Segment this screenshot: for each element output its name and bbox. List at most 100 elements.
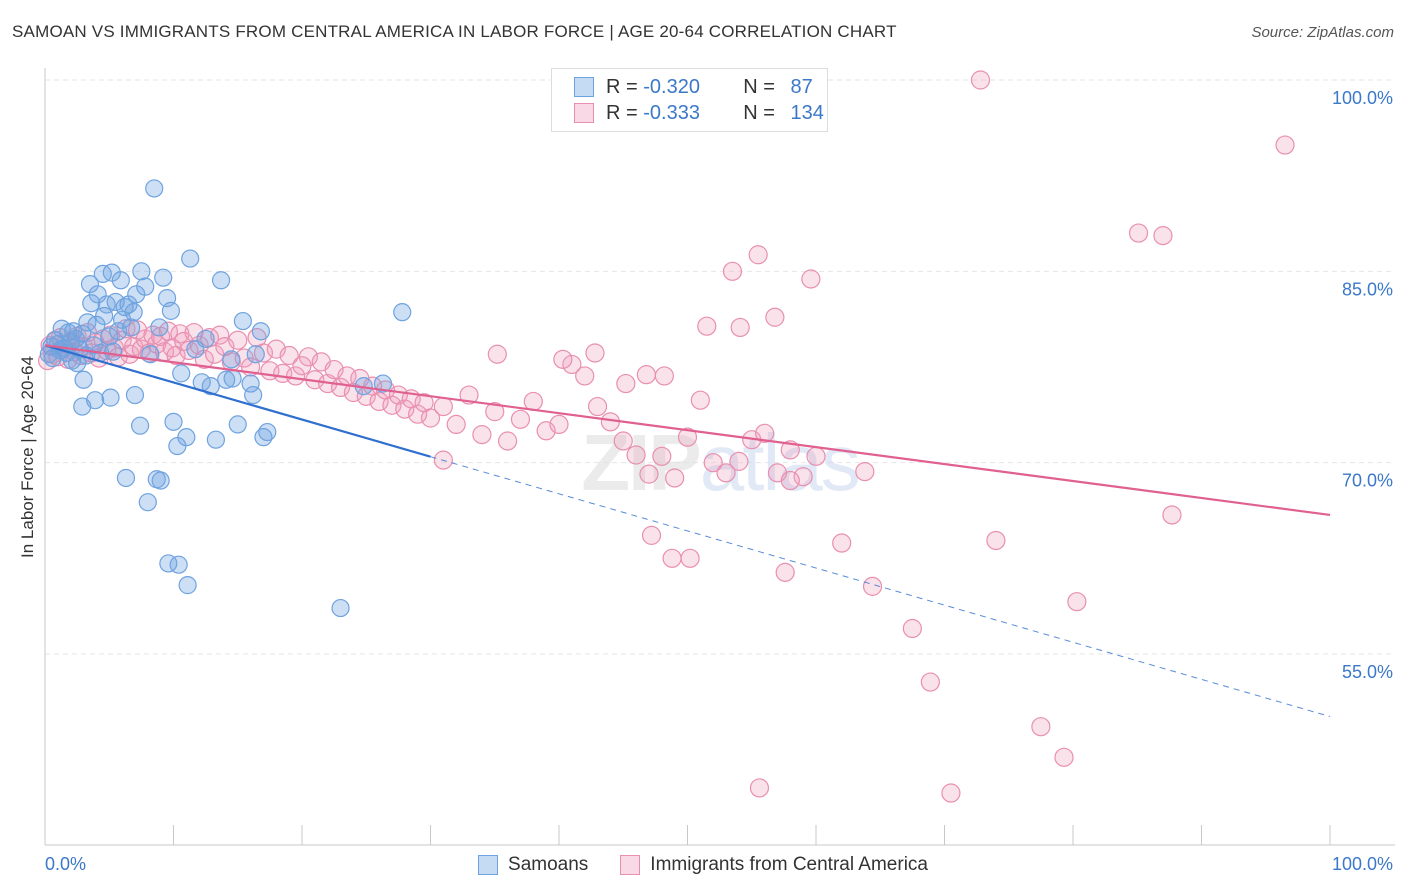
immigrants-swatch — [574, 103, 594, 123]
samoans-point — [222, 350, 241, 369]
immigrants-point — [775, 562, 795, 582]
samoans-point — [196, 329, 215, 349]
immigrants-point — [748, 245, 768, 265]
samoans-point — [254, 428, 273, 447]
samoans-point — [393, 303, 412, 322]
samoans-point — [244, 385, 263, 405]
immigrants-point — [184, 322, 204, 343]
immigrants-point — [730, 317, 750, 338]
samoans-point — [80, 274, 100, 294]
immigrants-point — [613, 431, 633, 451]
source-label: Source: ZipAtlas.com — [1251, 24, 1394, 41]
immigrants-point — [626, 445, 646, 465]
immigrants-point — [472, 425, 492, 445]
n-value: 87 — [790, 75, 813, 98]
immigrants-point — [677, 427, 698, 447]
immigrants-point — [703, 453, 723, 473]
immigrants-point — [510, 409, 531, 429]
immigrants-legend-swatch — [620, 855, 641, 875]
y-tick-labels: 55.0% 70.0% 85.0% 100.0% — [1332, 88, 1393, 682]
samoans-point — [161, 301, 181, 320]
immigrants-trend-line — [44, 344, 1331, 517]
immigrants-point — [616, 373, 636, 394]
samoans-point — [138, 493, 157, 512]
samoans-legend-swatch — [478, 855, 499, 875]
samoans-point — [136, 277, 155, 296]
samoans-point — [132, 262, 151, 281]
n-value: 134 — [790, 101, 824, 124]
r-value: -0.333 — [643, 101, 700, 124]
immigrants-point — [562, 354, 582, 375]
samoans-point — [246, 345, 265, 364]
immigrants-point — [210, 325, 230, 345]
axes — [44, 68, 1395, 846]
immigrants-point — [459, 385, 479, 405]
immigrants-point — [986, 530, 1006, 551]
immigrants-point — [553, 349, 573, 369]
stats-legend-row-samoans: R = -0.320 N = 87 — [574, 75, 813, 99]
legend-item-samoans[interactable]: Samoans — [478, 854, 588, 876]
samoans-point — [88, 285, 107, 304]
immigrants-point — [765, 307, 785, 327]
samoans-point — [125, 385, 145, 405]
samoans-point — [251, 322, 270, 341]
immigrants-point — [722, 261, 743, 281]
samoans-point — [201, 377, 220, 396]
immigrants-point — [801, 269, 821, 289]
legend-label-samoans: Samoans — [508, 854, 589, 875]
immigrants-point — [433, 396, 453, 417]
immigrants-point — [285, 366, 306, 386]
samoans-point — [172, 364, 191, 383]
immigrants-point — [179, 340, 199, 361]
samoans-point — [211, 271, 231, 290]
samoans-point — [169, 555, 188, 574]
immigrants-point — [585, 343, 605, 363]
immigrants-point — [639, 464, 659, 484]
samoans-point — [233, 311, 252, 331]
immigrants-point — [369, 391, 389, 412]
immigrants-point — [855, 461, 875, 482]
immigrants-point — [920, 672, 940, 692]
samoans-point — [86, 391, 105, 410]
y-tick-label: 55.0% — [1342, 662, 1393, 682]
samoans-point — [241, 374, 260, 393]
immigrants-point — [780, 470, 800, 491]
y-tick-label: 70.0% — [1342, 471, 1393, 491]
samoans-point — [116, 468, 136, 488]
immigrants-point — [665, 468, 685, 488]
immigrants-point — [716, 463, 736, 483]
immigrants-point — [1128, 223, 1149, 243]
immigrants-point — [487, 344, 507, 364]
legend-item-immigrants[interactable]: Immigrants from Central America — [620, 854, 928, 876]
immigrants-point — [485, 402, 505, 422]
immigrants-point — [1162, 505, 1182, 525]
y-tick-label: 100.0% — [1332, 88, 1393, 108]
y-tick-label: 85.0% — [1342, 279, 1393, 299]
samoans-trend-line — [44, 344, 431, 458]
x-tick-labels: 0.0% 100.0% — [45, 854, 1393, 874]
immigrants-point — [575, 366, 595, 386]
samoans-point — [331, 598, 350, 618]
immigrants-point — [652, 446, 672, 466]
immigrants-central-america-points — [37, 70, 1295, 803]
chart-title: SAMOAN VS IMMIGRANTS FROM CENTRAL AMERIC… — [12, 22, 897, 41]
n-label: N = — [743, 101, 781, 124]
grid-lines — [45, 79, 1395, 655]
immigrants-point — [749, 778, 770, 798]
immigrants-point — [549, 414, 569, 434]
immigrants-point — [498, 431, 518, 451]
immigrants-point — [1031, 717, 1051, 737]
watermark: ZIPatlas — [581, 418, 858, 507]
samoans-point — [373, 374, 393, 393]
immigrants-point — [641, 525, 662, 545]
samoans-point — [101, 388, 120, 407]
samoans-point — [151, 471, 170, 490]
immigrants-point — [832, 533, 852, 553]
samoans-point — [217, 370, 236, 389]
immigrants-point — [690, 390, 710, 410]
immigrants-point — [902, 618, 922, 639]
immigrants-point — [1067, 592, 1087, 612]
samoans-point — [73, 324, 92, 343]
samoans-point — [121, 318, 141, 337]
